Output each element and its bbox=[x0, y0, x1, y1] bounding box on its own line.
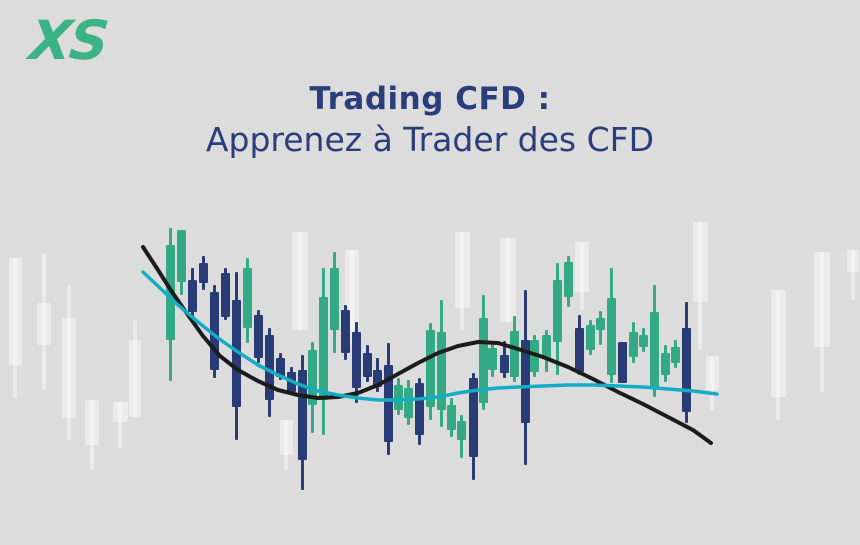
candle bbox=[307, 350, 317, 405]
candle bbox=[393, 385, 403, 410]
candle bbox=[425, 330, 435, 407]
candle bbox=[340, 310, 350, 353]
candle bbox=[670, 347, 680, 363]
candle bbox=[660, 353, 670, 375]
page-title: Trading CFD : Apprenez à Trader des CFD bbox=[0, 81, 860, 159]
ghost-candle bbox=[37, 303, 51, 345]
ghost-candle bbox=[814, 252, 830, 347]
ghost-candle-wick bbox=[133, 320, 137, 417]
candle bbox=[456, 421, 466, 440]
ghost-candle bbox=[85, 400, 99, 445]
ghost-candle-wick bbox=[820, 252, 824, 392]
candle bbox=[297, 370, 307, 460]
candle bbox=[165, 245, 175, 340]
candle bbox=[220, 273, 230, 317]
candle bbox=[681, 328, 691, 412]
ghost-candle-wick bbox=[13, 258, 17, 398]
candle bbox=[606, 298, 616, 375]
ghost-candle-wick bbox=[90, 400, 94, 470]
ghost-candle-wick bbox=[851, 250, 855, 300]
candle bbox=[383, 365, 393, 442]
candle bbox=[198, 263, 208, 283]
candle bbox=[329, 268, 339, 330]
ghost-candle-wick bbox=[42, 253, 46, 390]
candle bbox=[372, 370, 382, 387]
ghost-candle bbox=[847, 250, 859, 272]
candle bbox=[638, 335, 648, 347]
candle bbox=[552, 280, 562, 342]
candle bbox=[351, 332, 361, 388]
title-line1: Trading CFD : bbox=[309, 81, 551, 117]
ghost-candle-wick bbox=[67, 285, 71, 440]
ghost-candle bbox=[62, 318, 76, 418]
candle bbox=[414, 383, 424, 435]
candle bbox=[231, 300, 241, 407]
ghost-candle-wick bbox=[284, 420, 288, 470]
ghost-candle bbox=[8, 258, 22, 365]
candle bbox=[468, 378, 478, 457]
candle bbox=[478, 318, 488, 403]
ghost-candle bbox=[129, 340, 141, 417]
candle bbox=[585, 325, 595, 350]
candle bbox=[595, 318, 605, 330]
candle bbox=[617, 342, 627, 383]
candle bbox=[209, 292, 219, 370]
candle bbox=[264, 335, 274, 400]
ghost-candle bbox=[770, 290, 786, 397]
ghost-candle bbox=[112, 402, 128, 422]
candle bbox=[436, 332, 446, 410]
candle bbox=[403, 388, 413, 418]
candle bbox=[499, 355, 509, 373]
candle bbox=[176, 230, 186, 282]
candle bbox=[487, 348, 497, 370]
candle bbox=[563, 262, 573, 297]
candle bbox=[253, 315, 263, 358]
candle bbox=[242, 268, 252, 328]
candle bbox=[187, 280, 197, 312]
candle bbox=[509, 331, 519, 377]
ghost-candle-wick bbox=[776, 290, 780, 420]
candle bbox=[574, 328, 584, 372]
candle bbox=[446, 405, 456, 430]
candle bbox=[520, 340, 530, 423]
candle bbox=[286, 372, 296, 392]
candle bbox=[275, 358, 285, 377]
candle bbox=[362, 353, 372, 377]
candle bbox=[541, 335, 551, 358]
candle bbox=[649, 312, 659, 387]
ghost-candle-wick bbox=[118, 402, 122, 448]
candle bbox=[529, 340, 539, 372]
candle bbox=[318, 297, 328, 400]
title-line2: Apprenez à Trader des CFD bbox=[205, 119, 655, 159]
candle bbox=[628, 332, 638, 357]
